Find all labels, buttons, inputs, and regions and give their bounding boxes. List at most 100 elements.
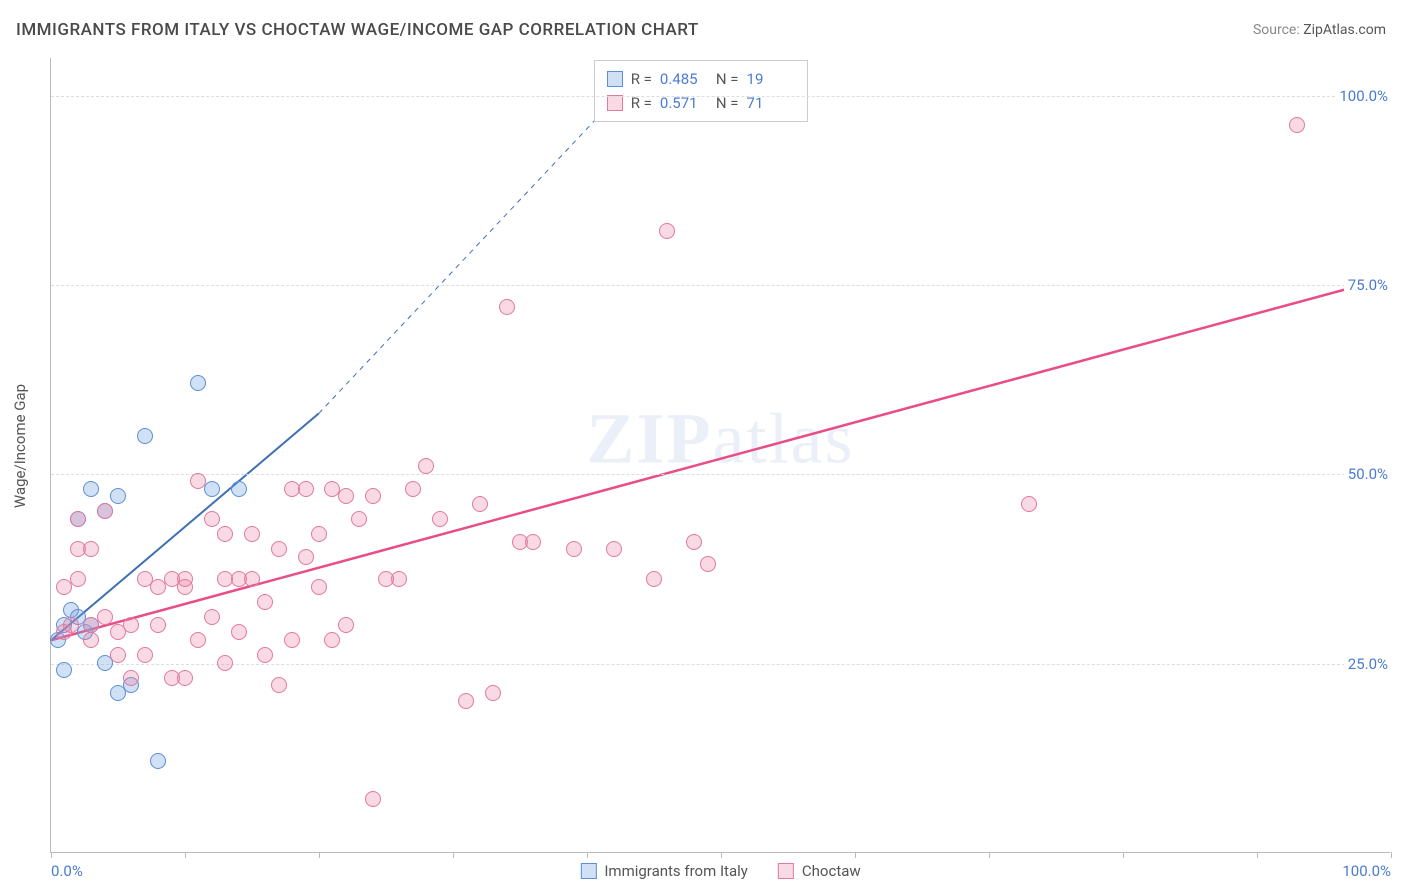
data-point (110, 488, 126, 504)
legend-swatch (580, 863, 596, 879)
data-point (97, 503, 113, 519)
x-tick (1257, 852, 1258, 858)
series-swatch (607, 71, 623, 87)
gridline (51, 96, 1390, 97)
stat-n-label: N = (716, 91, 739, 115)
data-point (257, 594, 273, 610)
x-tick (1391, 852, 1392, 858)
chart-title: IMMIGRANTS FROM ITALY VS CHOCTAW WAGE/IN… (16, 20, 699, 40)
legend: Immigrants from Italy Choctaw (580, 862, 860, 880)
source-label: Source: (1253, 22, 1300, 38)
x-tick (721, 852, 722, 858)
correlation-stats-box: R =0.485N =19R =0.571N =71 (594, 60, 808, 122)
data-point (311, 579, 327, 595)
x-tick (855, 852, 856, 858)
data-point (97, 609, 113, 625)
data-point (298, 549, 314, 565)
chart-container: IMMIGRANTS FROM ITALY VS CHOCTAW WAGE/IN… (0, 0, 1406, 892)
data-point (217, 526, 233, 542)
data-point (351, 511, 367, 527)
legend-label: Immigrants from Italy (604, 862, 748, 880)
data-point (123, 617, 139, 633)
stat-r-label: R = (631, 67, 652, 91)
data-point (271, 677, 287, 693)
data-point (405, 481, 421, 497)
stats-row: R =0.571N =71 (607, 91, 795, 115)
y-tick-label: 50.0% (1344, 465, 1392, 483)
trend-lines (51, 58, 1390, 852)
data-point (472, 496, 488, 512)
data-point (70, 571, 86, 587)
data-point (1289, 117, 1305, 133)
data-point (1021, 496, 1037, 512)
x-tick (989, 852, 990, 858)
data-point (365, 488, 381, 504)
x-tick-label: 100.0% (1342, 862, 1391, 880)
data-point (137, 428, 153, 444)
legend-swatch (778, 863, 794, 879)
legend-label: Choctaw (802, 862, 861, 880)
data-point (204, 511, 220, 527)
data-point (244, 526, 260, 542)
data-point (458, 693, 474, 709)
data-point (686, 534, 702, 550)
data-point (499, 299, 515, 315)
gridline (51, 285, 1390, 286)
data-point (190, 375, 206, 391)
data-point (204, 609, 220, 625)
data-point (190, 632, 206, 648)
stat-n-value: 19 (747, 67, 795, 91)
data-point (646, 571, 662, 587)
data-point (606, 541, 622, 557)
data-point (150, 753, 166, 769)
data-point (566, 541, 582, 557)
data-point (338, 488, 354, 504)
data-point (83, 481, 99, 497)
stat-n-label: N = (716, 67, 739, 91)
data-point (311, 526, 327, 542)
data-point (177, 571, 193, 587)
data-point (244, 571, 260, 587)
x-tick (51, 852, 52, 858)
data-point (298, 481, 314, 497)
data-point (83, 632, 99, 648)
x-tick (319, 852, 320, 858)
data-point (217, 655, 233, 671)
x-tick (453, 852, 454, 858)
stat-r-value: 0.485 (660, 67, 708, 91)
data-point (231, 624, 247, 640)
data-point (700, 556, 716, 572)
data-point (231, 481, 247, 497)
data-point (110, 647, 126, 663)
source-value: ZipAtlas.com (1303, 22, 1386, 38)
plot-area: ZIPatlas R =0.485N =19R =0.571N =71 Immi… (50, 58, 1390, 853)
x-tick (587, 852, 588, 858)
y-tick-label: 25.0% (1344, 655, 1392, 673)
data-point (391, 571, 407, 587)
stat-n-value: 71 (747, 91, 795, 115)
data-point (56, 662, 72, 678)
data-point (284, 632, 300, 648)
data-point (70, 511, 86, 527)
data-point (525, 534, 541, 550)
y-tick-label: 100.0% (1335, 87, 1392, 105)
source-attribution: Source: ZipAtlas.com (1253, 22, 1386, 38)
data-point (418, 458, 434, 474)
data-point (365, 791, 381, 807)
data-point (190, 473, 206, 489)
data-point (63, 617, 79, 633)
data-point (338, 617, 354, 633)
watermark: ZIPatlas (587, 398, 855, 481)
data-point (324, 632, 340, 648)
data-point (137, 647, 153, 663)
gridline (51, 664, 1390, 665)
gridline (51, 474, 1390, 475)
data-point (83, 541, 99, 557)
legend-item: Choctaw (778, 862, 861, 880)
data-point (123, 670, 139, 686)
x-tick (185, 852, 186, 858)
series-swatch (607, 95, 623, 111)
data-point (485, 685, 501, 701)
stat-r-label: R = (631, 91, 652, 115)
data-point (257, 647, 273, 663)
